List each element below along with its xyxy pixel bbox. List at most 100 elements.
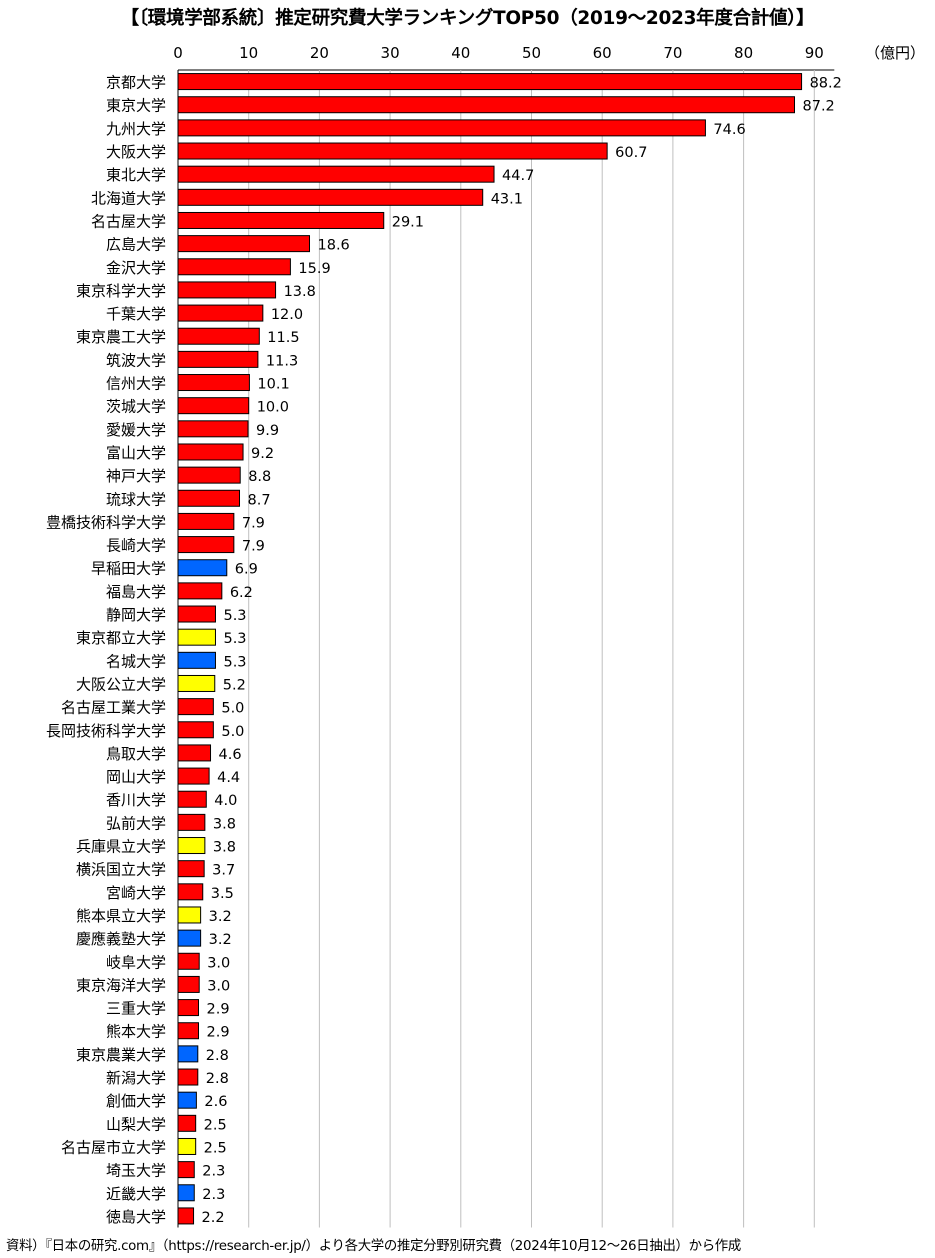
category-label: 近畿大学 [106, 1185, 166, 1203]
bar [177, 674, 216, 692]
bar [177, 1068, 199, 1086]
bar [177, 906, 202, 924]
category-label: 金沢大学 [106, 259, 166, 277]
category-label: 名古屋大学 [91, 212, 166, 230]
category-label: 鳥取大学 [106, 745, 166, 763]
bar [177, 952, 200, 970]
bar [177, 420, 249, 438]
category-label: 長岡技術科学大学 [46, 722, 166, 740]
value-label: 60.7 [615, 145, 647, 161]
bar [177, 837, 206, 855]
category-label: 熊本大学 [106, 1023, 166, 1041]
x-tick-label: 10 [239, 44, 258, 62]
value-label: 2.8 [206, 1071, 229, 1087]
category-label: 岐阜大学 [106, 953, 166, 971]
category-label: 東京海洋大学 [76, 976, 166, 994]
value-label: 2.6 [204, 1094, 227, 1110]
value-label: 9.2 [251, 446, 274, 462]
value-label: 2.2 [202, 1210, 225, 1226]
category-label: 東京農工大学 [76, 328, 166, 346]
bar [177, 327, 260, 345]
value-label: 3.8 [213, 840, 236, 856]
category-label: 東京科学大学 [76, 282, 166, 300]
bar [177, 165, 495, 183]
value-label: 11.3 [266, 353, 298, 369]
bar [177, 1184, 195, 1202]
value-label: 3.0 [207, 978, 230, 994]
source-note: 資料）『日本の研究.com』（https://research-er.jp/）よ… [6, 1239, 741, 1254]
value-label: 12.0 [271, 307, 303, 323]
bar [177, 721, 214, 739]
bar [177, 767, 210, 785]
value-label: 5.3 [223, 654, 246, 670]
category-label: 名古屋工業大学 [61, 699, 166, 717]
category-label: 北海道大学 [91, 189, 166, 207]
category-label: 千葉大学 [106, 305, 166, 323]
bar [177, 1022, 200, 1040]
category-label: 東京都立大学 [76, 629, 166, 647]
value-label: 3.2 [209, 909, 232, 925]
category-label: 新潟大学 [106, 1069, 166, 1087]
category-label: 名城大学 [106, 652, 166, 670]
category-label: 兵庫県立大学 [76, 838, 166, 856]
value-label: 3.0 [207, 955, 230, 971]
value-label: 5.3 [223, 631, 246, 647]
bar [177, 96, 796, 114]
category-label: 九州大学 [106, 120, 166, 138]
category-label: 大阪大学 [106, 143, 166, 161]
chart-title: 【〔環境学部系統〕推定研究費大学ランキングTOP50（2019～2023年度合計… [120, 8, 815, 29]
bar [177, 443, 244, 461]
x-tick-label: 90 [805, 44, 824, 62]
value-label: 44.7 [502, 168, 534, 184]
bar [177, 73, 803, 91]
category-label: 広島大学 [106, 236, 166, 254]
bar [177, 605, 216, 623]
category-label: 横浜国立大学 [76, 861, 166, 879]
category-label: 山梨大学 [106, 1115, 166, 1133]
value-label: 5.2 [223, 677, 246, 693]
category-label: 東京農業大学 [76, 1046, 166, 1064]
bar [177, 744, 212, 762]
category-label: 静岡大学 [106, 606, 166, 624]
category-label: 宮崎大学 [106, 884, 166, 902]
bar [177, 651, 216, 669]
category-label: 香川大学 [106, 791, 166, 809]
bar [177, 1045, 199, 1063]
category-label: 信州大学 [106, 375, 166, 393]
value-label: 29.1 [392, 214, 424, 230]
value-label: 7.9 [242, 515, 265, 531]
bar [177, 466, 241, 484]
unit-label: （億円） [864, 44, 925, 62]
bar [177, 860, 205, 878]
category-label: 名古屋市立大学 [61, 1138, 166, 1156]
category-label: 琉球大学 [106, 490, 166, 508]
bar [177, 489, 241, 507]
bar [177, 1137, 197, 1155]
value-label: 2.3 [202, 1187, 225, 1203]
bar [177, 397, 250, 415]
x-tick-label: 30 [381, 44, 400, 62]
value-label: 2.8 [206, 1048, 229, 1064]
category-label: 東北大学 [106, 166, 166, 184]
category-label: 三重大学 [106, 1000, 166, 1018]
bar [177, 975, 200, 993]
value-label: 3.7 [212, 863, 235, 879]
bar [177, 119, 706, 137]
bar [177, 304, 264, 322]
value-label: 4.6 [219, 747, 242, 763]
x-tick-label: 70 [663, 44, 682, 62]
value-label: 18.6 [318, 238, 350, 254]
bar [177, 628, 216, 646]
bar [177, 790, 207, 808]
category-label: 豊橋技術科学大学 [46, 513, 166, 531]
category-label: 神戸大学 [106, 467, 166, 485]
category-label: 東京大学 [106, 97, 166, 115]
bar [177, 142, 608, 160]
category-label: 長崎大学 [106, 537, 166, 555]
bar [177, 929, 202, 947]
bar [177, 258, 291, 276]
value-label: 3.8 [213, 816, 236, 832]
value-label: 2.5 [204, 1117, 227, 1133]
value-label: 10.1 [257, 377, 289, 393]
